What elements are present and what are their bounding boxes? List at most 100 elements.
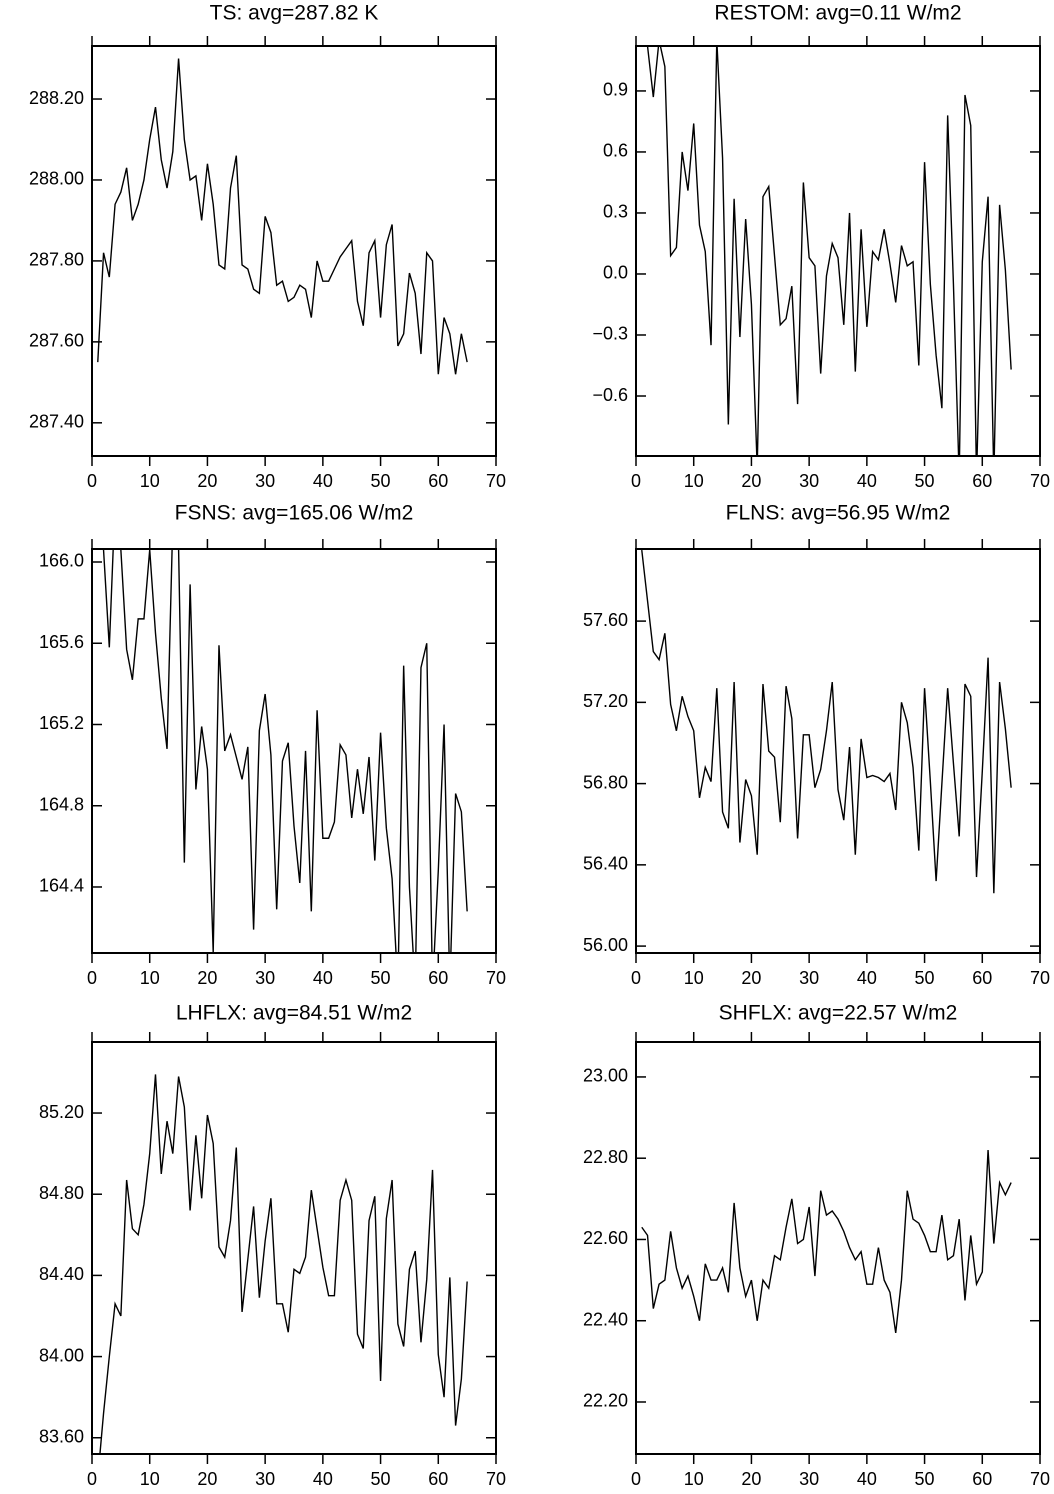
x-tick-label: 20: [197, 1469, 217, 1489]
y-tick-label: 0.9: [603, 80, 628, 100]
x-tick-label: 0: [87, 968, 97, 988]
y-tick-label: 56.00: [583, 935, 628, 955]
x-tick-label: 70: [1030, 1469, 1050, 1489]
plot-frame: [635, 548, 1041, 954]
x-tick-label: 20: [741, 471, 761, 491]
y-tick-label: 287.40: [29, 412, 84, 432]
y-tick-label: 84.40: [39, 1264, 84, 1284]
y-tick-label: 287.80: [29, 250, 84, 270]
x-tick-label: 0: [631, 1469, 641, 1489]
x-tick-label: 10: [684, 1469, 704, 1489]
y-tick-label: −0.3: [592, 324, 628, 344]
x-tick-label: 50: [371, 471, 391, 491]
x-tick-label: 0: [631, 471, 641, 491]
x-tick-label: 40: [313, 968, 333, 988]
plot-frame: [635, 1041, 1041, 1455]
x-tick-label: 10: [140, 471, 160, 491]
x-tick-label: 20: [197, 471, 217, 491]
chart-title: FLNS: avg=56.95 W/m2: [726, 502, 951, 525]
plot-frame: [635, 45, 1041, 457]
x-tick-label: 60: [972, 1469, 992, 1489]
plot-area: [102, 549, 468, 953]
x-tick-label: 10: [684, 968, 704, 988]
x-tick-label: 20: [741, 968, 761, 988]
panel: RESTOM: avg=0.11 W/m2 −0.6 −0.3 0.0 0.3 0.6 0.…: [592, 2, 1050, 491]
x-tick-label: 10: [140, 1469, 160, 1489]
panel: FSNS: avg=165.06 W/m2 164.4 164.8 165.2 165.…: [39, 502, 506, 988]
x-tick-label: 10: [684, 471, 704, 491]
x-tick-label: 60: [428, 471, 448, 491]
y-tick-label: −0.6: [592, 385, 628, 405]
y-tick-label: 164.4: [39, 876, 84, 896]
series-line: [641, 1150, 1012, 1334]
x-tick-label: 40: [313, 471, 333, 491]
y-tick-label: 164.8: [39, 794, 84, 814]
chart-title: TS: avg=287.82 K: [210, 2, 379, 25]
y-tick-label: 23.00: [583, 1066, 628, 1086]
series-line: [641, 549, 1012, 894]
y-tick-label: 84.80: [39, 1183, 84, 1203]
x-tick-label: 30: [255, 968, 275, 988]
chart-title: SHFLX: avg=22.57 W/m2: [719, 1002, 958, 1025]
x-tick-label: 70: [486, 471, 506, 491]
plot-area: [646, 46, 1012, 456]
x-tick-label: 30: [255, 471, 275, 491]
chart-title: RESTOM: avg=0.11 W/m2: [714, 2, 961, 25]
series-line: [97, 58, 468, 375]
x-tick-label: 50: [371, 1469, 391, 1489]
chart-title: FSNS: avg=165.06 W/m2: [175, 502, 414, 525]
y-tick-label: 166.0: [39, 551, 84, 571]
y-tick-label: 0.0: [603, 263, 628, 283]
plot-frame: [91, 1041, 497, 1455]
series-line: [99, 1074, 468, 1454]
x-tick-label: 20: [197, 968, 217, 988]
y-tick-label: 22.40: [583, 1309, 628, 1329]
plot-area: [97, 58, 468, 375]
x-tick-label: 30: [799, 968, 819, 988]
x-tick-label: 0: [87, 471, 97, 491]
x-tick-label: 50: [915, 1469, 935, 1489]
y-tick-label: 84.00: [39, 1345, 84, 1365]
x-tick-label: 30: [255, 1469, 275, 1489]
y-tick-label: 22.80: [583, 1147, 628, 1167]
y-tick-label: 83.60: [39, 1427, 84, 1447]
y-tick-label: 165.6: [39, 632, 84, 652]
x-tick-label: 20: [741, 1469, 761, 1489]
x-tick-label: 40: [313, 1469, 333, 1489]
y-tick-label: 85.20: [39, 1102, 84, 1122]
x-tick-label: 60: [972, 471, 992, 491]
x-tick-label: 0: [87, 1469, 97, 1489]
x-tick-label: 70: [1030, 471, 1050, 491]
y-tick-label: 22.60: [583, 1228, 628, 1248]
x-tick-label: 50: [371, 968, 391, 988]
y-tick-label: 0.3: [603, 202, 628, 222]
x-tick-label: 70: [486, 968, 506, 988]
x-tick-label: 40: [857, 471, 877, 491]
panel: TS: avg=287.82 K 287.40 287.60 287.80 288.00…: [29, 2, 506, 491]
x-tick-label: 40: [857, 968, 877, 988]
x-tick-label: 30: [799, 1469, 819, 1489]
series-line: [102, 549, 468, 953]
x-tick-label: 70: [1030, 968, 1050, 988]
x-tick-label: 10: [140, 968, 160, 988]
panel: FLNS: avg=56.95 W/m2 56.00 56.40 56.80 57.20…: [583, 502, 1050, 988]
plot-area: [641, 549, 1012, 894]
y-tick-label: 22.20: [583, 1391, 628, 1411]
plot-frame: [91, 45, 497, 457]
y-tick-label: 56.40: [583, 854, 628, 874]
y-tick-label: 57.60: [583, 610, 628, 630]
plot-area: [99, 1074, 468, 1454]
x-tick-label: 70: [486, 1469, 506, 1489]
x-tick-label: 30: [799, 471, 819, 491]
y-tick-label: 0.6: [603, 141, 628, 161]
x-tick-label: 40: [857, 1469, 877, 1489]
y-tick-label: 288.20: [29, 88, 84, 108]
x-tick-label: 60: [972, 968, 992, 988]
x-tick-label: 0: [631, 968, 641, 988]
y-tick-label: 57.20: [583, 691, 628, 711]
plot-frame: [91, 548, 497, 954]
y-tick-label: 288.00: [29, 169, 84, 189]
y-tick-label: 56.80: [583, 772, 628, 792]
